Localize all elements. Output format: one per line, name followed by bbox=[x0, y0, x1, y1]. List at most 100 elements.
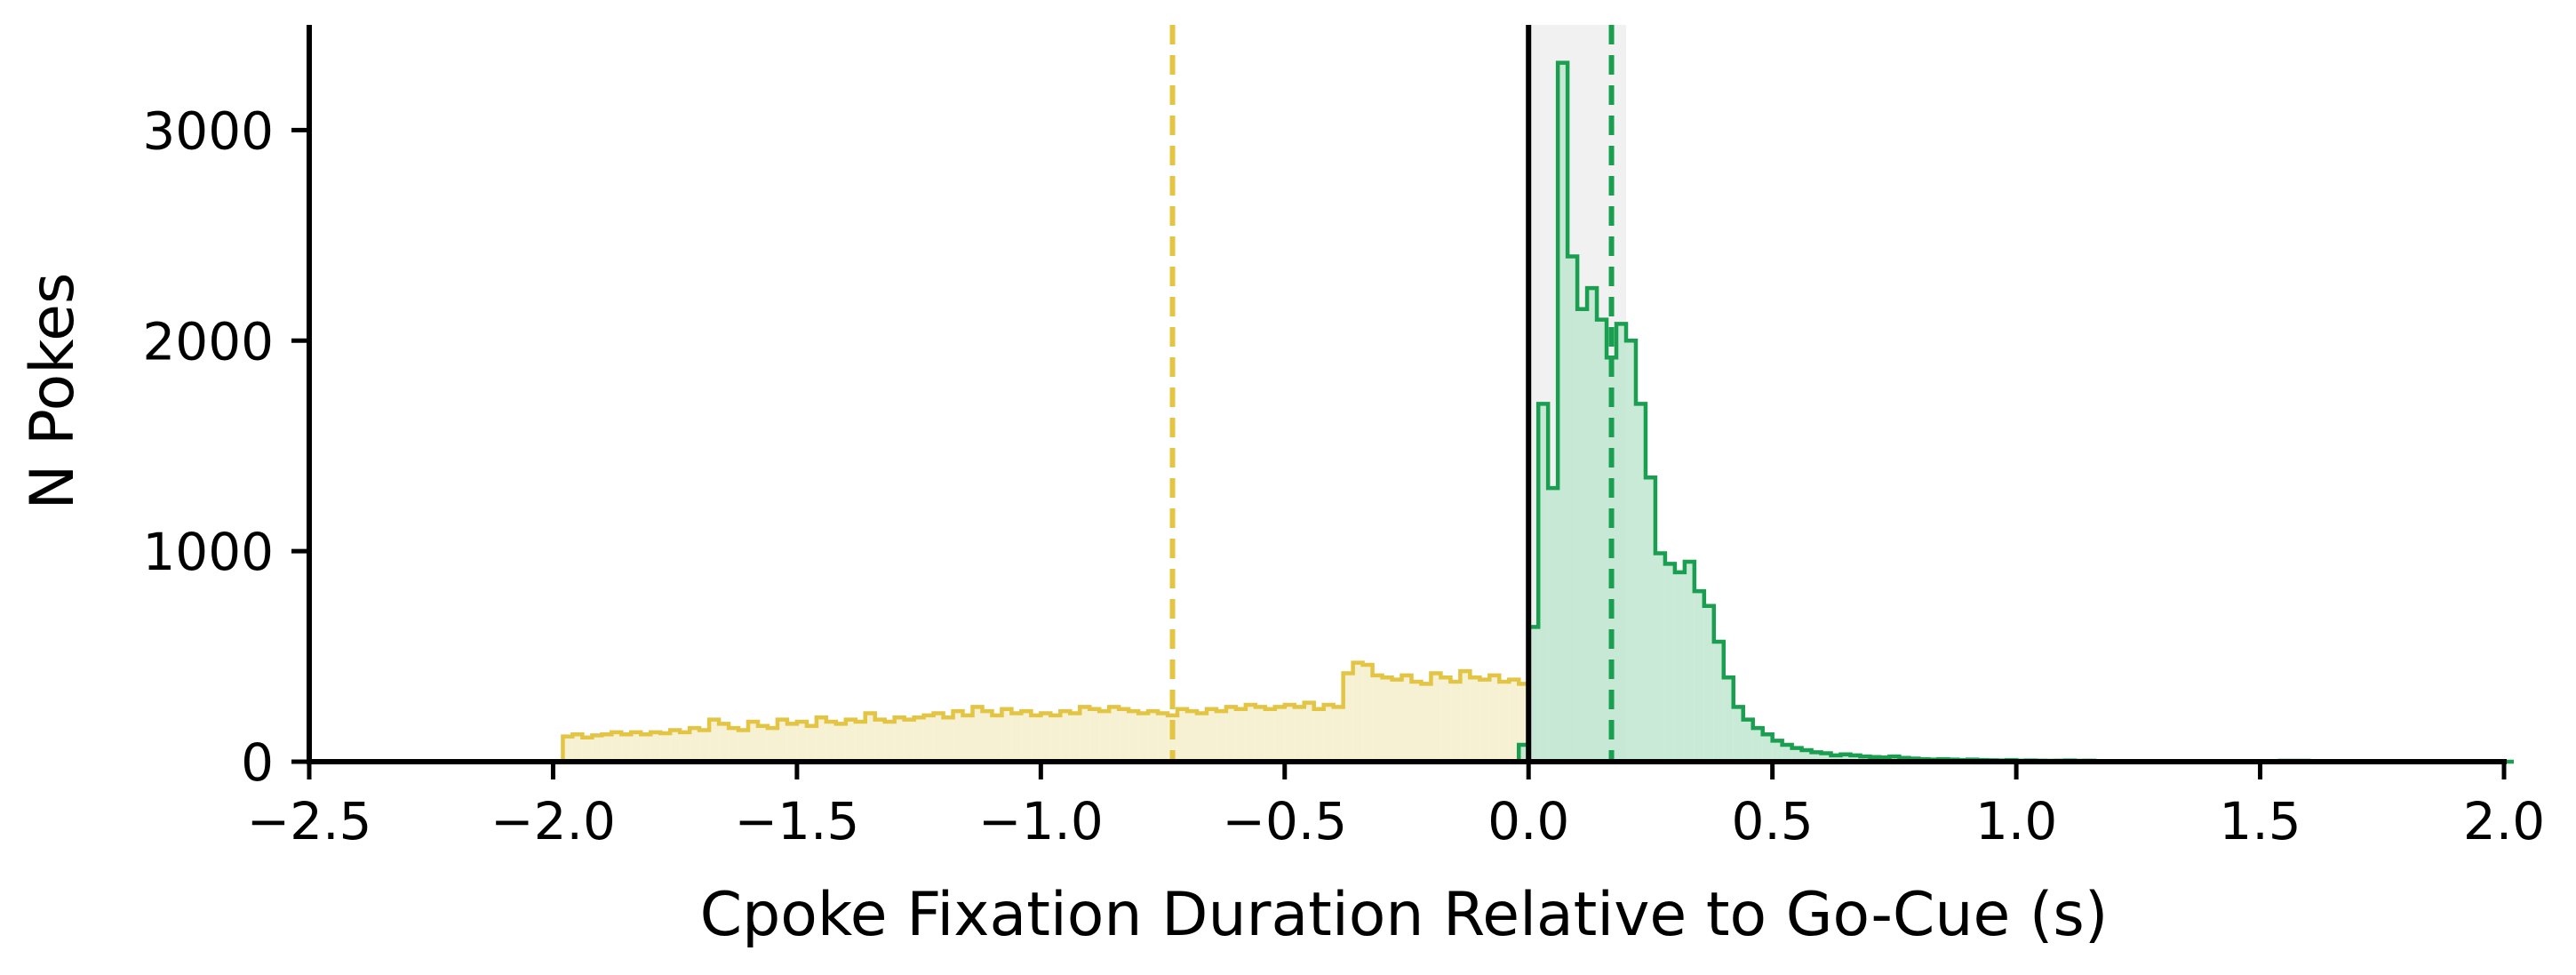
hist-bar-series-0 bbox=[1128, 711, 1139, 762]
hist-bar-series-0 bbox=[690, 728, 700, 762]
reference-lines-layer bbox=[1169, 25, 1615, 762]
hist-bar-series-0 bbox=[933, 713, 944, 762]
hist-bar-series-1 bbox=[1548, 488, 1559, 762]
hist-bar-series-0 bbox=[1255, 707, 1265, 762]
y-tick-label: 0 bbox=[241, 732, 274, 793]
x-tick-label: 1.0 bbox=[1975, 791, 2057, 851]
hist-bar-series-0 bbox=[729, 728, 739, 762]
hist-bar-series-0 bbox=[1060, 711, 1071, 762]
y-axis-title: N Pokes bbox=[18, 273, 88, 510]
hist-bar-series-1 bbox=[1762, 734, 1773, 762]
hist-bar-series-0 bbox=[1470, 677, 1480, 762]
hist-bar-series-0 bbox=[962, 715, 973, 762]
hist-bar-series-0 bbox=[719, 723, 730, 762]
hist-bar-series-0 bbox=[835, 723, 846, 762]
hist-bar-series-1 bbox=[1528, 627, 1539, 762]
hist-bar-series-0 bbox=[709, 719, 720, 762]
hist-bar-series-0 bbox=[1509, 679, 1519, 762]
hist-bar-series-1 bbox=[1587, 288, 1598, 763]
hist-bar-series-0 bbox=[1304, 702, 1314, 762]
hist-bar-series-0 bbox=[757, 725, 768, 762]
hist-bar-series-0 bbox=[1119, 708, 1129, 762]
hist-bar-series-1 bbox=[1558, 62, 1568, 763]
hist-bar-series-0 bbox=[738, 730, 748, 762]
hist-bar-series-0 bbox=[1070, 713, 1081, 762]
x-axis-title: Cpoke Fixation Duration Relative to Go-C… bbox=[700, 880, 2109, 950]
x-tick-label: 2.0 bbox=[2463, 791, 2545, 851]
hist-bar-series-1 bbox=[1830, 755, 1841, 762]
hist-bar-series-0 bbox=[1479, 679, 1490, 762]
hist-bar-series-1 bbox=[1772, 740, 1782, 762]
hist-bar-series-0 bbox=[806, 725, 817, 762]
hist-bar-series-1 bbox=[1616, 324, 1626, 762]
hist-bar-series-0 bbox=[611, 731, 622, 762]
x-tick-label: 0.0 bbox=[1487, 791, 1569, 851]
hist-bar-series-1 bbox=[1850, 755, 1861, 762]
x-tick-label: 0.5 bbox=[1732, 791, 1814, 851]
hist-bar-series-0 bbox=[894, 717, 905, 762]
hist-bar-series-0 bbox=[1235, 708, 1246, 762]
hist-bar-series-0 bbox=[953, 711, 963, 762]
hist-bar-series-0 bbox=[1021, 711, 1032, 762]
hist-bar-series-0 bbox=[1196, 713, 1207, 762]
hist-bar-series-0 bbox=[572, 734, 583, 762]
hist-bar-series-0 bbox=[1031, 715, 1041, 762]
hist-bar-series-0 bbox=[972, 707, 983, 762]
hist-bar-series-0 bbox=[1080, 707, 1090, 762]
hist-bar-series-1 bbox=[1664, 563, 1675, 762]
hist-bar-series-0 bbox=[1001, 708, 1012, 762]
x-tick-label: −2.5 bbox=[247, 791, 372, 851]
hist-bar-series-0 bbox=[1352, 662, 1363, 762]
hist-bar-series-1 bbox=[1733, 707, 1743, 762]
hist-bar-series-0 bbox=[1421, 683, 1432, 762]
hist-bar-series-0 bbox=[816, 717, 826, 762]
y-tick-label: 1000 bbox=[142, 522, 274, 582]
hist-bar-series-0 bbox=[1499, 681, 1510, 762]
x-tick-label: −2.0 bbox=[490, 791, 616, 851]
hist-bar-series-0 bbox=[1148, 711, 1159, 762]
hist-bar-series-1 bbox=[1684, 561, 1695, 762]
y-tick-label: 2000 bbox=[142, 311, 274, 372]
hist-bar-series-1 bbox=[1645, 477, 1655, 762]
hist-bar-series-0 bbox=[1382, 677, 1392, 762]
hist-bar-series-1 bbox=[1811, 752, 1822, 762]
hist-bar-series-1 bbox=[1607, 357, 1617, 762]
hist-bar-series-0 bbox=[631, 731, 642, 762]
hist-bar-series-1 bbox=[1626, 340, 1636, 762]
hist-bar-series-0 bbox=[767, 728, 778, 762]
hist-bar-series-0 bbox=[1460, 671, 1471, 762]
hist-bar-series-0 bbox=[1294, 707, 1304, 762]
hist-bar-series-0 bbox=[874, 719, 885, 762]
hist-bar-series-0 bbox=[1089, 708, 1100, 762]
hist-bar-series-1 bbox=[1821, 753, 1831, 762]
hist-bar-series-0 bbox=[1177, 708, 1187, 762]
hist-bar-series-0 bbox=[777, 719, 787, 762]
hist-bar-series-0 bbox=[699, 730, 710, 762]
hist-bar-series-0 bbox=[1401, 675, 1412, 762]
hist-bar-series-0 bbox=[1343, 673, 1353, 762]
hist-bar-series-1 bbox=[1791, 747, 1802, 762]
hist-bar-series-1 bbox=[1577, 308, 1588, 762]
hist-bar-series-0 bbox=[884, 721, 895, 762]
hist-bar-series-0 bbox=[1313, 708, 1324, 762]
x-tick-label: −0.5 bbox=[1222, 791, 1347, 851]
hist-bar-series-1 bbox=[1597, 319, 1607, 762]
hist-bar-series-1 bbox=[1743, 719, 1753, 762]
hist-bar-series-0 bbox=[1519, 683, 1529, 762]
hist-bar-series-0 bbox=[562, 736, 573, 762]
hist-bar-series-1 bbox=[1694, 591, 1704, 762]
hist-bar-series-0 bbox=[592, 735, 602, 762]
hist-bar-series-0 bbox=[796, 721, 807, 762]
hist-bar-series-0 bbox=[660, 733, 671, 762]
hist-bar-series-0 bbox=[982, 711, 993, 762]
histogram-fill-layer bbox=[562, 62, 2504, 763]
hist-bar-series-0 bbox=[1274, 707, 1285, 762]
hist-bar-series-0 bbox=[1440, 677, 1451, 762]
hist-bar-series-0 bbox=[621, 734, 632, 762]
y-tick-label: 3000 bbox=[142, 100, 274, 161]
hist-bar-series-0 bbox=[1099, 711, 1110, 762]
hist-step-series-0 bbox=[553, 660, 1539, 764]
x-tick-label: −1.0 bbox=[978, 791, 1104, 851]
hist-bar-series-0 bbox=[1333, 707, 1344, 762]
